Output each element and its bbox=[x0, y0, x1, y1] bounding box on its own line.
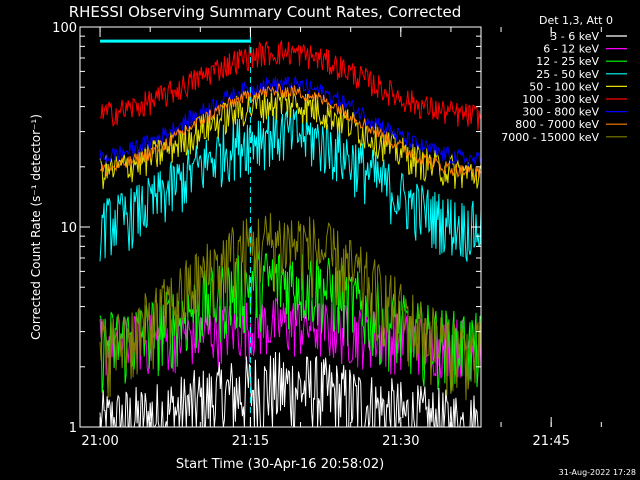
series-line-3 bbox=[99, 250, 481, 394]
series-line-8 bbox=[99, 83, 481, 181]
series-line-6 bbox=[99, 39, 481, 131]
x-tick-label-2: 21:30 bbox=[382, 434, 419, 449]
series-line-1 bbox=[99, 351, 481, 427]
y-tick-label-2: 100 bbox=[52, 21, 77, 36]
series-line-2 bbox=[99, 297, 481, 380]
series-line-4 bbox=[99, 106, 481, 262]
legend-label-4: 25 - 50 keV bbox=[536, 68, 599, 81]
legend-label-5: 50 - 100 keV bbox=[529, 80, 599, 93]
legend-label-1: 3 - 6 keV bbox=[550, 30, 599, 43]
series-group bbox=[99, 27, 481, 427]
x-axis-label: Start Time (30-Apr-16 20:58:02) bbox=[176, 457, 384, 472]
timestamp: 31-Aug-2022 17:28 bbox=[559, 468, 636, 477]
y-tick-label-1: 10 bbox=[60, 221, 77, 236]
series-line-9 bbox=[99, 212, 481, 401]
legend-label-9: 7000 - 15000 keV bbox=[501, 131, 599, 144]
axes: 21:0021:1521:3021:4522:0022:1522:3011010… bbox=[52, 21, 602, 449]
plot-area bbox=[99, 27, 481, 427]
y-tick-label-0: 1 bbox=[69, 421, 77, 436]
legend-label-2: 6 - 12 keV bbox=[543, 43, 599, 56]
legend-label-3: 12 - 25 keV bbox=[536, 55, 599, 68]
legend-label-6: 100 - 300 keV bbox=[522, 93, 599, 106]
y-axis-label: Corrected Count Rate (s⁻¹ detector⁻¹) bbox=[29, 114, 43, 340]
legend-label-7: 300 - 800 keV bbox=[522, 106, 599, 119]
chart-title: RHESSI Observing Summary Count Rates, Co… bbox=[69, 3, 462, 21]
x-tick-label-0: 21:00 bbox=[81, 434, 118, 449]
legend-label-8: 800 - 7000 keV bbox=[515, 118, 599, 131]
legend-title: Det 1,3, Att 0 bbox=[539, 14, 613, 27]
x-tick-label-1: 21:15 bbox=[232, 434, 269, 449]
x-tick-label-3: 21:45 bbox=[532, 434, 569, 449]
